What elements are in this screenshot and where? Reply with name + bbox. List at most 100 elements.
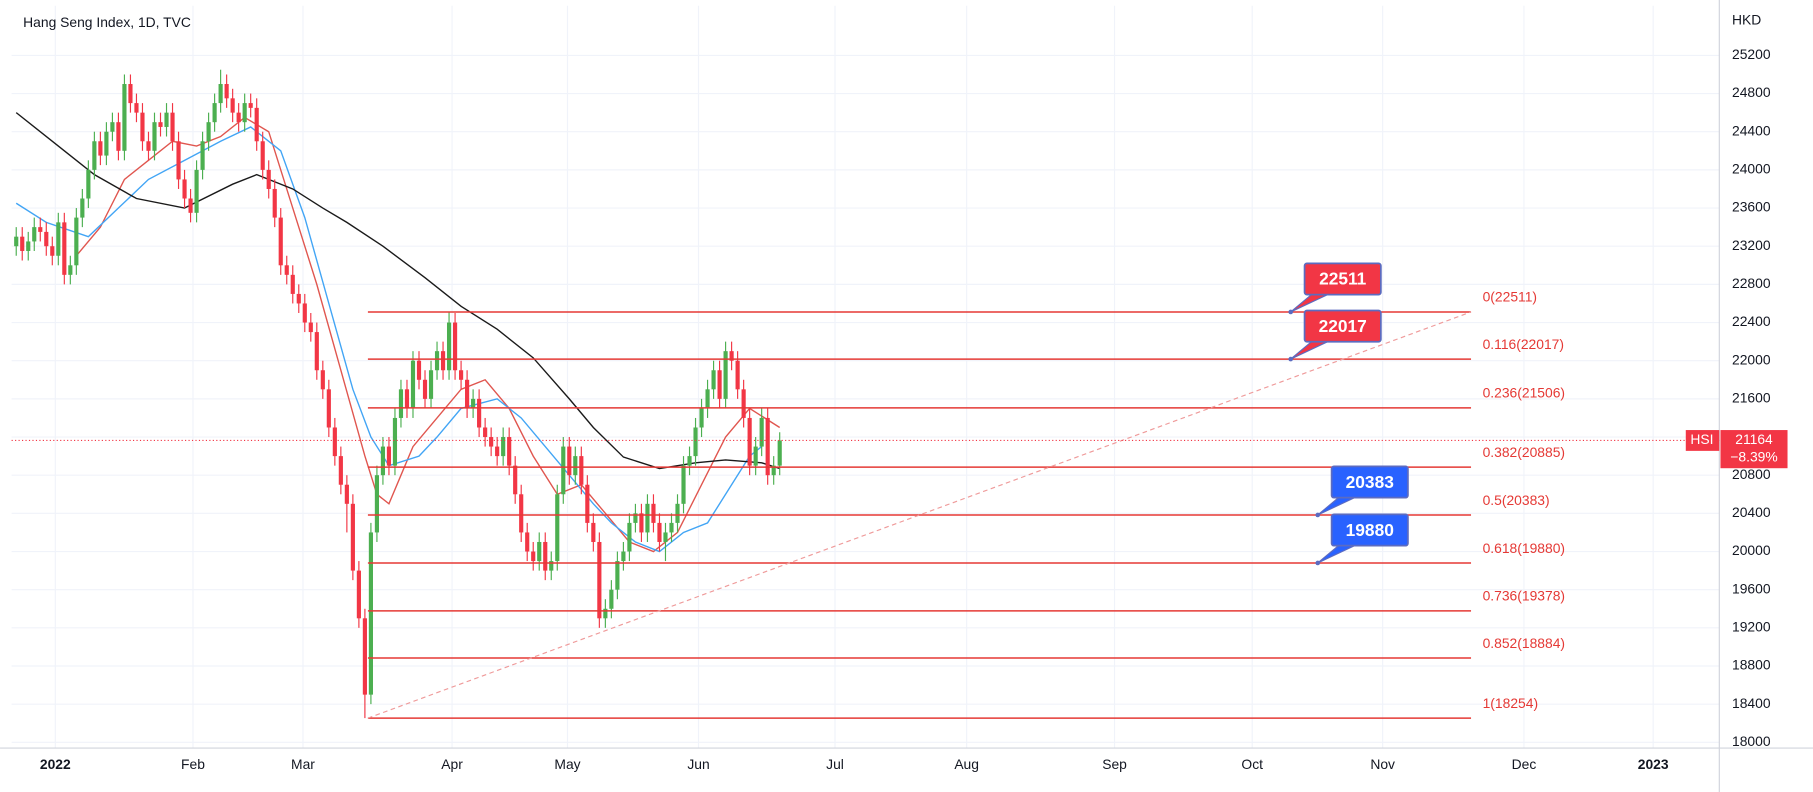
y-tick-label: 22800 xyxy=(1732,275,1771,291)
y-tick-label: 20400 xyxy=(1732,504,1771,520)
candle-body xyxy=(416,360,422,380)
y-tick-label: 23600 xyxy=(1732,199,1771,215)
candle-body xyxy=(344,484,349,504)
candle-body xyxy=(537,541,542,562)
candle-body xyxy=(434,351,440,371)
candle-body xyxy=(314,332,319,371)
candle-body xyxy=(471,398,476,409)
candle-body xyxy=(452,322,458,371)
callout-label: 22017 xyxy=(1319,316,1367,336)
candle-body xyxy=(290,274,295,294)
candle-body xyxy=(663,532,668,542)
candle-body xyxy=(495,446,500,457)
symbol-label: HSI xyxy=(1690,431,1713,447)
candle-body xyxy=(236,112,241,123)
candle-body xyxy=(669,522,674,533)
fib-label: 0.852(18884) xyxy=(1483,635,1565,651)
callout-anchor xyxy=(1315,512,1321,518)
candle-body xyxy=(368,532,373,695)
fib-label: 0.236(21506) xyxy=(1483,385,1565,401)
candle-body xyxy=(170,112,175,142)
candle-body xyxy=(272,188,277,218)
candle-body xyxy=(446,322,452,371)
candle-body xyxy=(645,503,650,533)
candle-body xyxy=(609,589,614,609)
candle-body xyxy=(753,446,758,466)
candle-body xyxy=(501,437,506,457)
candle-body xyxy=(771,465,776,476)
overlay: 18000 18400 18800 19200 19600 20000 20400 20800… xyxy=(11,46,1788,772)
candle-body xyxy=(308,322,313,333)
candle-body xyxy=(242,103,247,123)
candle-body xyxy=(735,360,740,390)
callout-box xyxy=(1303,262,1382,296)
candle-body xyxy=(651,503,656,523)
candle-body xyxy=(567,446,572,476)
candle-body xyxy=(356,570,361,619)
x-tick-label: Feb xyxy=(181,756,205,772)
candle-body xyxy=(296,293,301,304)
candle-body xyxy=(555,494,560,562)
callout-label: 19880 xyxy=(1346,520,1394,540)
candle-body xyxy=(134,103,139,113)
candle-body xyxy=(615,561,620,590)
candle-body xyxy=(531,551,536,562)
candle-body xyxy=(320,370,325,390)
x-tick-label: 2022 xyxy=(40,756,71,772)
candle-body xyxy=(80,198,85,218)
y-tick-label: 22400 xyxy=(1732,313,1771,329)
grid xyxy=(11,5,1720,749)
candle-body xyxy=(711,370,716,390)
x-tick-label: Mar xyxy=(291,756,315,772)
fib-label: 0(22511) xyxy=(1483,289,1537,305)
candle-body xyxy=(284,265,289,275)
candle-body xyxy=(146,141,151,151)
x-tick-label: Nov xyxy=(1370,756,1395,772)
fib-label: 0.382(20885) xyxy=(1483,444,1565,460)
change-label: −8.39% xyxy=(1730,448,1777,464)
candle-body xyxy=(717,370,722,399)
x-tick-label: Sep xyxy=(1102,756,1127,772)
callout-anchor xyxy=(1288,356,1293,362)
y-tick-label: 19200 xyxy=(1732,619,1771,635)
candle-body xyxy=(140,112,145,142)
candle-body xyxy=(362,618,367,695)
candle-body xyxy=(483,427,488,438)
candle-body xyxy=(266,169,271,189)
candle-body xyxy=(110,122,115,132)
fib-label: 1(18254) xyxy=(1483,695,1538,711)
y-tick-label: 19600 xyxy=(1732,580,1771,596)
candle-body xyxy=(332,427,337,457)
fib-label: 0.736(19378) xyxy=(1483,588,1565,604)
candle-body xyxy=(591,522,596,542)
candle-body xyxy=(507,437,512,466)
candle-body xyxy=(561,446,566,495)
candle-body xyxy=(633,513,638,523)
candle-body xyxy=(260,141,265,170)
candle-body xyxy=(26,241,31,251)
candle-body xyxy=(38,227,43,232)
x-tick-label: Oct xyxy=(1241,756,1263,772)
y-tick-label: 24400 xyxy=(1732,122,1771,138)
candle-body xyxy=(116,122,121,151)
candle-body xyxy=(92,141,97,170)
candle-body xyxy=(675,503,680,523)
x-tick-label: Jul xyxy=(826,756,844,772)
trendline xyxy=(367,311,1472,719)
candle-body xyxy=(777,440,782,466)
candle-body xyxy=(176,141,181,180)
candle-body xyxy=(86,169,91,199)
candle-body xyxy=(392,417,398,466)
candle-body xyxy=(693,427,698,457)
candle-body xyxy=(759,417,764,447)
candle-body xyxy=(374,475,380,533)
candle-body xyxy=(398,389,404,418)
candle-body xyxy=(729,351,734,361)
y-tick-label: 21600 xyxy=(1732,390,1771,406)
candle-body xyxy=(386,446,392,466)
candle-body xyxy=(477,398,482,428)
candle-body xyxy=(687,456,692,466)
candle-body xyxy=(50,246,55,256)
candle-body xyxy=(657,522,662,542)
